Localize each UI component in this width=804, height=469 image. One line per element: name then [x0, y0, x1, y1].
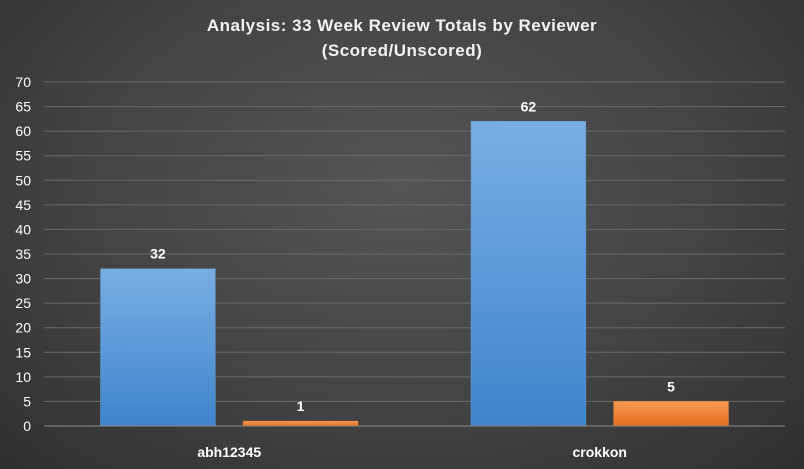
- y-tick-label: 5: [23, 393, 31, 409]
- y-tick-label: 45: [15, 197, 31, 213]
- chart-title: Analysis: 33 Week Review Totals by Revie…: [207, 16, 597, 35]
- data-label: 32: [150, 246, 166, 262]
- y-tick-label: 65: [15, 99, 31, 115]
- bar: [613, 401, 729, 427]
- y-tick-label: 55: [15, 148, 31, 164]
- bar: [100, 268, 216, 427]
- y-tick-label: 70: [15, 74, 31, 90]
- y-tick-label: 0: [23, 418, 31, 434]
- y-tick-label: 25: [15, 295, 31, 311]
- y-tick-label: 35: [15, 246, 31, 262]
- chart-subtitle: (Scored/Unscored): [322, 41, 483, 60]
- x-axis-categories: abh12345 crokkon: [197, 444, 627, 460]
- x-category-label: abh12345: [197, 444, 261, 460]
- y-tick-label: 50: [15, 172, 31, 188]
- x-category-label: crokkon: [573, 444, 627, 460]
- bar: [470, 121, 587, 427]
- y-tick-label: 40: [15, 221, 31, 237]
- data-labels: 32 1 62 5: [150, 98, 675, 414]
- y-axis-ticks: 0 5 10 15 20 25 30 35 40 45 50 55 60 65 70: [15, 74, 31, 434]
- data-label: 62: [521, 98, 537, 114]
- data-label: 1: [297, 398, 305, 414]
- data-label: 5: [667, 378, 675, 394]
- bars: [100, 121, 729, 427]
- bar: [242, 420, 359, 427]
- y-tick-label: 15: [15, 344, 31, 360]
- y-tick-label: 30: [15, 271, 31, 287]
- y-tick-label: 10: [15, 369, 31, 385]
- y-tick-label: 60: [15, 123, 31, 139]
- y-tick-label: 20: [15, 320, 31, 336]
